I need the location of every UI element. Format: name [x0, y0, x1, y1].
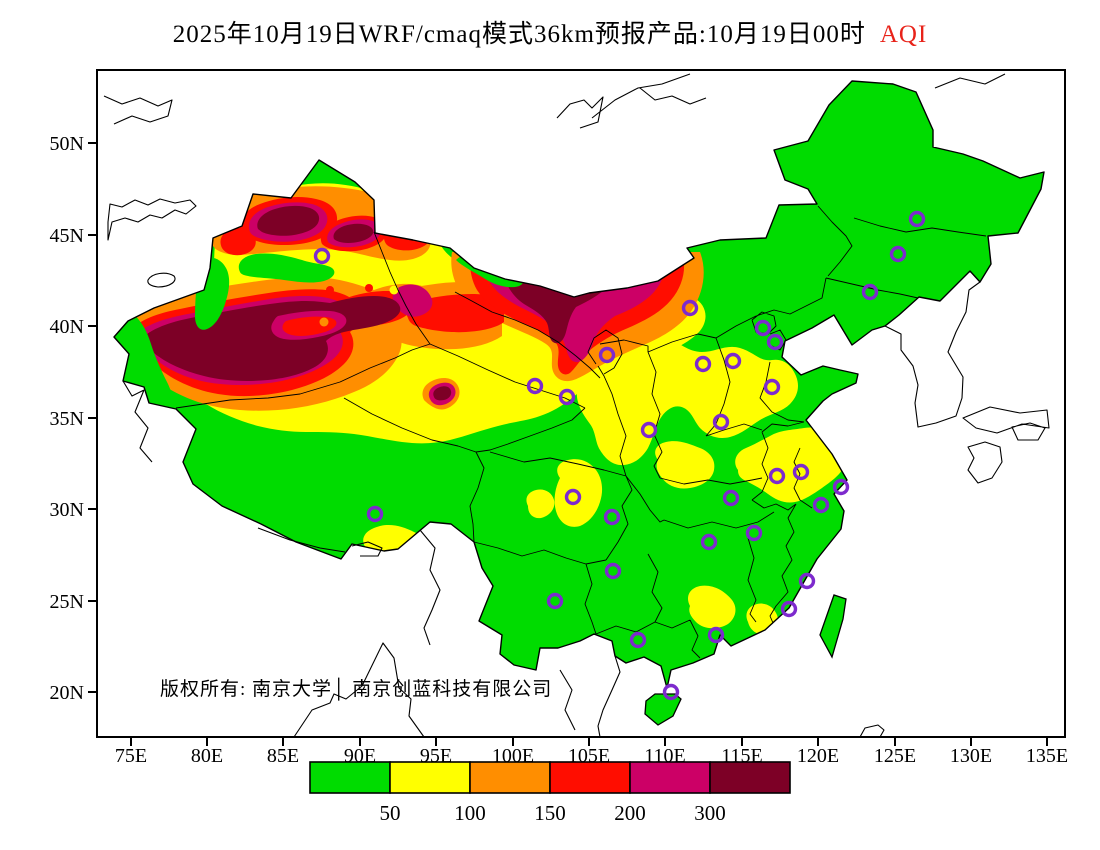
city-marker — [812, 496, 830, 514]
city-marker — [792, 463, 810, 481]
lon-label: 80E — [191, 745, 223, 767]
city-marker — [712, 413, 730, 431]
page-title: 2025年10月19日WRF/cmaq模式36km预报产品:10月19日00时 A… — [0, 14, 1100, 50]
aqi-contour-layer — [114, 81, 1044, 688]
legend-swatch-yellow — [389, 761, 471, 794]
hainan-island — [644, 693, 682, 726]
lat-label: 25N — [50, 591, 84, 613]
city-marker — [766, 333, 784, 351]
city-markers — [313, 210, 926, 701]
city-marker — [366, 505, 384, 523]
city-marker — [546, 592, 564, 610]
islands — [644, 594, 847, 726]
legend-threshold: 50 — [380, 801, 401, 825]
legend-threshold: 100 — [454, 801, 486, 825]
lon-label: 130E — [950, 745, 992, 767]
legend-threshold: 150 — [534, 801, 566, 825]
city-marker — [908, 210, 926, 228]
city-marker — [558, 388, 576, 406]
lat-label: 30N — [50, 499, 84, 521]
legend-swatch-green — [309, 761, 391, 794]
tarim-notch-detail — [271, 285, 399, 340]
taiwan-island — [819, 594, 847, 659]
title-variable-aqi: AQI — [879, 21, 928, 48]
city-marker — [763, 378, 781, 396]
legend-swatch-red — [549, 761, 631, 794]
lat-label: 50N — [50, 133, 84, 155]
color-legend: 50 100 150 200 300 — [309, 761, 791, 825]
lat-label: 40N — [50, 316, 84, 338]
lon-label: 125E — [874, 745, 916, 767]
legend-swatch-orange — [469, 761, 551, 794]
lat-label: 35N — [50, 408, 84, 430]
lon-label: 85E — [267, 745, 299, 767]
plot-frame — [96, 69, 1066, 738]
legend-swatch-darkred — [709, 761, 791, 794]
city-marker — [598, 346, 616, 364]
province-borders — [175, 205, 987, 659]
city-marker — [798, 572, 816, 590]
lat-label: 45N — [50, 225, 84, 247]
city-marker — [526, 377, 544, 395]
city-marker — [694, 355, 712, 373]
city-marker — [662, 683, 680, 701]
city-marker — [889, 245, 907, 263]
title-text: 2025年10月19日WRF/cmaq模式36km预报产品:10月19日00时 — [172, 21, 866, 48]
city-marker — [640, 421, 658, 439]
city-marker — [768, 467, 786, 485]
lon-label: 135E — [1026, 745, 1068, 767]
copyright-text: 版权所有: 南京大学│ 南京创蓝科技有限公司 — [160, 677, 552, 701]
city-marker — [604, 562, 622, 580]
city-marker — [681, 299, 699, 317]
city-marker — [861, 283, 879, 301]
lat-label: 20N — [50, 682, 84, 704]
city-marker — [313, 247, 331, 265]
neighbor-outlines — [103, 73, 1050, 738]
city-marker — [603, 508, 621, 526]
city-marker — [707, 626, 725, 644]
city-marker — [564, 488, 582, 506]
city-marker — [724, 352, 742, 370]
city-marker — [780, 600, 798, 618]
lon-label: 75E — [115, 745, 147, 767]
city-marker — [754, 319, 772, 337]
lon-label: 120E — [797, 745, 839, 767]
legend-threshold: 200 — [614, 801, 646, 825]
china-outline — [113, 80, 1045, 689]
city-marker — [832, 478, 850, 496]
city-marker — [700, 533, 718, 551]
latitude-axis: 50N 45N 40N 35N 30N 25N 20N — [50, 133, 97, 704]
city-marker — [629, 631, 647, 649]
legend-threshold: 300 — [694, 801, 726, 825]
legend-swatch-magenta — [629, 761, 711, 794]
city-marker — [745, 524, 763, 542]
city-marker — [722, 489, 740, 507]
